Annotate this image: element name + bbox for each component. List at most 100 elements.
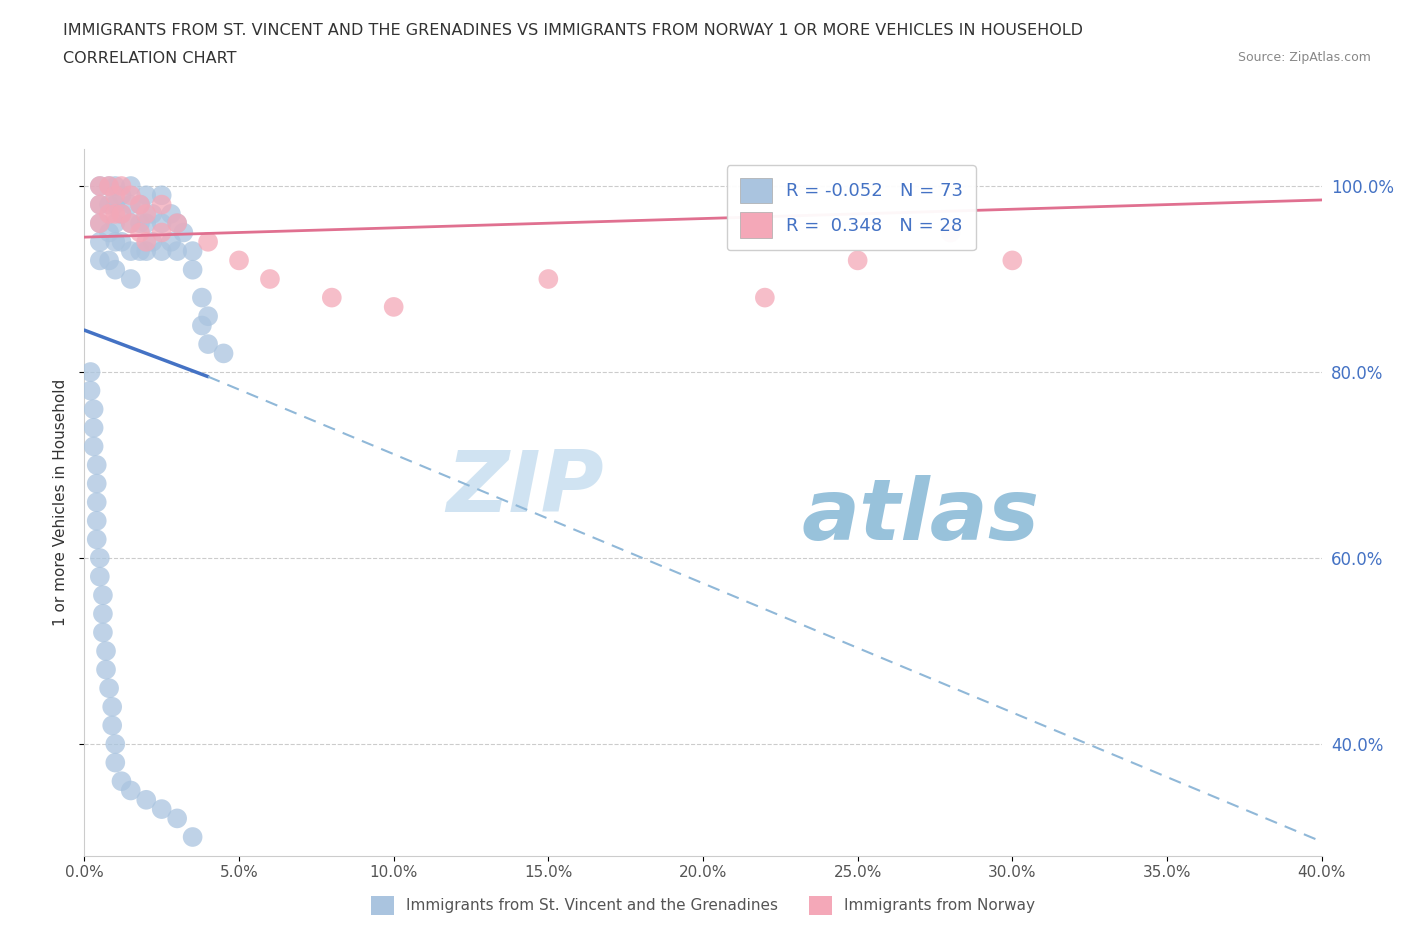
- Point: [228, 253, 250, 268]
- Point: [86, 476, 108, 491]
- Point: [181, 262, 204, 277]
- Point: [150, 216, 173, 231]
- Text: IMMIGRANTS FROM ST. VINCENT AND THE GRENADINES VS IMMIGRANTS FROM NORWAY 1 OR MO: IMMIGRANTS FROM ST. VINCENT AND THE GREN…: [63, 23, 1083, 38]
- Point: [104, 737, 127, 751]
- Point: [104, 179, 127, 193]
- Point: [166, 811, 188, 826]
- Point: [135, 206, 157, 221]
- Point: [135, 216, 157, 231]
- Point: [91, 606, 114, 621]
- Point: [120, 216, 142, 231]
- Point: [86, 458, 108, 472]
- Point: [83, 439, 105, 454]
- Point: [120, 272, 142, 286]
- Point: [160, 206, 183, 221]
- Point: [89, 197, 111, 212]
- Point: [110, 206, 132, 221]
- Point: [89, 234, 111, 249]
- Legend: R = -0.052   N = 73, R =  0.348   N = 28: R = -0.052 N = 73, R = 0.348 N = 28: [727, 165, 976, 250]
- Point: [104, 755, 127, 770]
- Point: [94, 644, 117, 658]
- Point: [129, 216, 152, 231]
- Point: [79, 383, 101, 398]
- Point: [120, 783, 142, 798]
- Point: [181, 830, 204, 844]
- Point: [104, 216, 127, 231]
- Point: [135, 234, 157, 249]
- Point: [86, 495, 108, 510]
- Point: [181, 244, 204, 259]
- Point: [166, 244, 188, 259]
- Point: [1001, 253, 1024, 268]
- Point: [83, 402, 105, 417]
- Point: [89, 179, 111, 193]
- Point: [135, 244, 157, 259]
- Point: [98, 179, 121, 193]
- Point: [939, 225, 962, 240]
- Point: [129, 197, 152, 212]
- Point: [150, 802, 173, 817]
- Point: [197, 234, 219, 249]
- Point: [104, 197, 127, 212]
- Point: [89, 569, 111, 584]
- Point: [120, 179, 142, 193]
- Point: [89, 551, 111, 565]
- Point: [110, 774, 132, 789]
- Point: [89, 179, 111, 193]
- Point: [846, 253, 869, 268]
- Point: [104, 262, 127, 277]
- Point: [101, 718, 124, 733]
- Point: [120, 244, 142, 259]
- Point: [89, 216, 111, 231]
- Point: [382, 299, 405, 314]
- Point: [191, 290, 214, 305]
- Point: [104, 234, 127, 249]
- Point: [150, 244, 173, 259]
- Point: [91, 625, 114, 640]
- Point: [94, 662, 117, 677]
- Point: [150, 197, 173, 212]
- Point: [98, 253, 121, 268]
- Point: [754, 290, 776, 305]
- Point: [259, 272, 281, 286]
- Text: CORRELATION CHART: CORRELATION CHART: [63, 51, 236, 66]
- Point: [120, 197, 142, 212]
- Point: [104, 206, 127, 221]
- Point: [98, 206, 121, 221]
- Point: [98, 179, 121, 193]
- Point: [98, 225, 121, 240]
- Point: [141, 206, 163, 221]
- Point: [79, 365, 101, 379]
- Point: [110, 206, 132, 221]
- Point: [86, 532, 108, 547]
- Point: [212, 346, 235, 361]
- Point: [197, 337, 219, 352]
- Point: [166, 216, 188, 231]
- Text: atlas: atlas: [801, 475, 1040, 558]
- Point: [101, 699, 124, 714]
- Point: [83, 420, 105, 435]
- Point: [150, 225, 173, 240]
- Point: [321, 290, 343, 305]
- Point: [172, 225, 194, 240]
- Point: [135, 188, 157, 203]
- Point: [166, 216, 188, 231]
- Point: [110, 188, 132, 203]
- Point: [150, 188, 173, 203]
- Point: [120, 188, 142, 203]
- Point: [86, 513, 108, 528]
- Point: [89, 197, 111, 212]
- Point: [91, 588, 114, 603]
- Point: [98, 197, 121, 212]
- Point: [98, 681, 121, 696]
- Text: ZIP: ZIP: [446, 446, 605, 529]
- Point: [110, 179, 132, 193]
- Point: [141, 234, 163, 249]
- Point: [104, 188, 127, 203]
- Point: [537, 272, 560, 286]
- Y-axis label: 1 or more Vehicles in Household: 1 or more Vehicles in Household: [53, 379, 69, 626]
- Point: [129, 197, 152, 212]
- Point: [160, 234, 183, 249]
- Point: [129, 225, 152, 240]
- Text: Source: ZipAtlas.com: Source: ZipAtlas.com: [1237, 51, 1371, 64]
